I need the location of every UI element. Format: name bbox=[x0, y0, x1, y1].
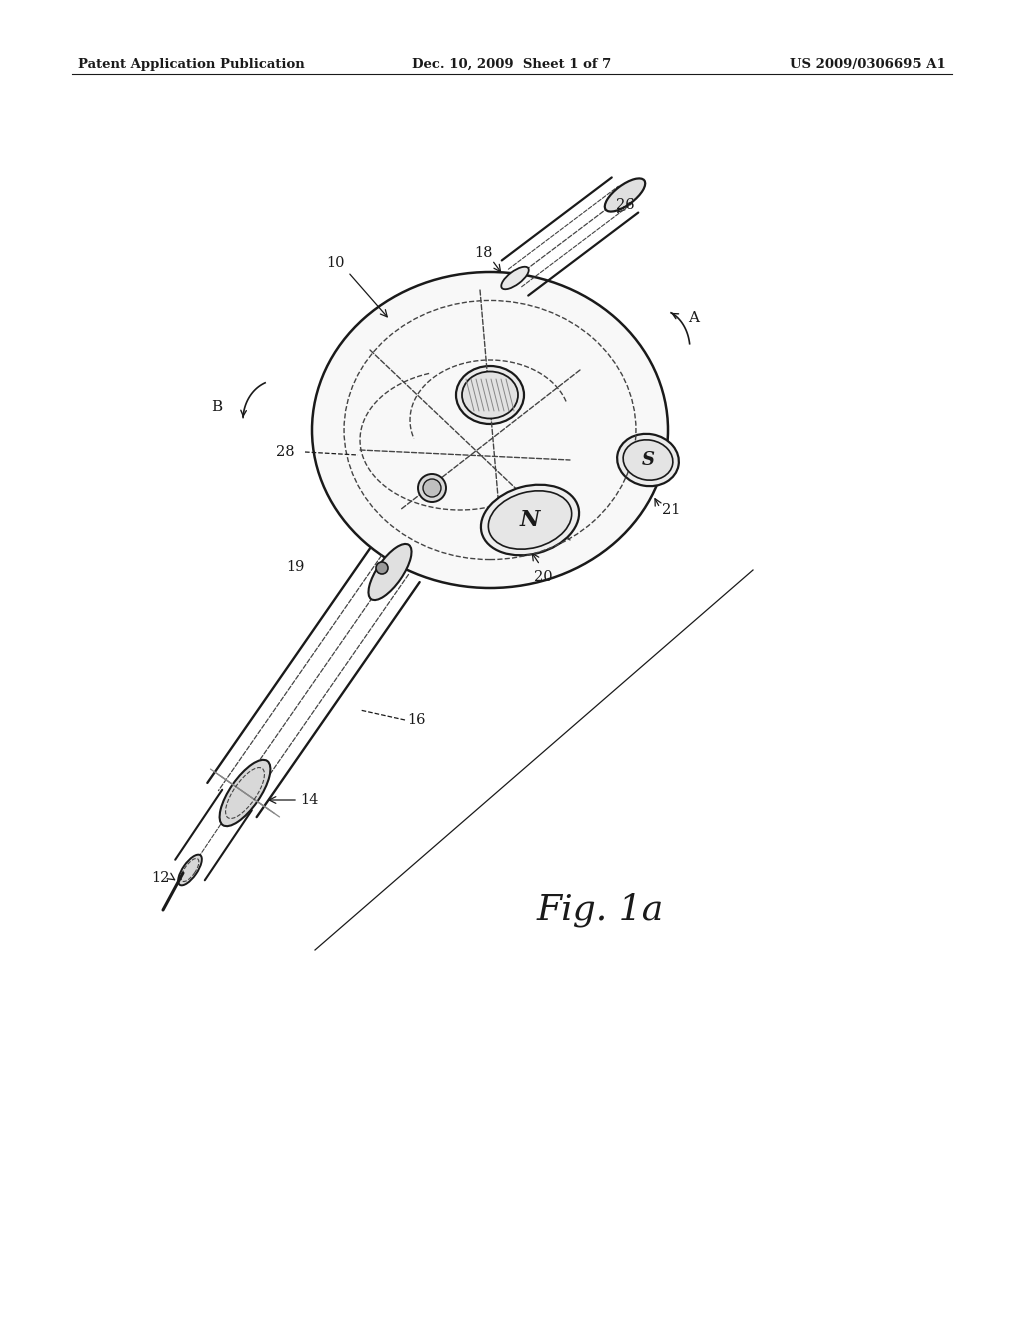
Text: 12: 12 bbox=[152, 871, 170, 884]
Text: 20: 20 bbox=[534, 570, 552, 583]
Text: 19: 19 bbox=[287, 560, 305, 574]
Text: 28: 28 bbox=[276, 445, 295, 459]
Ellipse shape bbox=[219, 760, 270, 826]
Circle shape bbox=[423, 479, 441, 498]
Ellipse shape bbox=[617, 434, 679, 486]
Text: 14: 14 bbox=[300, 793, 318, 807]
Text: A: A bbox=[688, 312, 699, 325]
Ellipse shape bbox=[462, 371, 518, 418]
Ellipse shape bbox=[605, 178, 645, 211]
Ellipse shape bbox=[488, 491, 571, 549]
Text: 21: 21 bbox=[662, 503, 680, 517]
Text: 16: 16 bbox=[407, 713, 426, 727]
Text: Patent Application Publication: Patent Application Publication bbox=[78, 58, 305, 71]
Ellipse shape bbox=[178, 854, 202, 886]
Text: N: N bbox=[520, 510, 541, 531]
Ellipse shape bbox=[481, 484, 580, 556]
Ellipse shape bbox=[456, 366, 524, 424]
Text: S: S bbox=[641, 451, 654, 469]
Text: 10: 10 bbox=[327, 256, 345, 271]
Text: Dec. 10, 2009  Sheet 1 of 7: Dec. 10, 2009 Sheet 1 of 7 bbox=[413, 58, 611, 71]
Text: 18: 18 bbox=[475, 246, 494, 260]
Text: 26: 26 bbox=[615, 198, 634, 213]
Circle shape bbox=[376, 562, 388, 574]
Ellipse shape bbox=[501, 267, 528, 289]
Text: B: B bbox=[211, 400, 222, 414]
Ellipse shape bbox=[624, 440, 673, 480]
Ellipse shape bbox=[369, 544, 412, 601]
Ellipse shape bbox=[312, 272, 668, 587]
Text: Fig. 1a: Fig. 1a bbox=[537, 892, 664, 927]
Circle shape bbox=[418, 474, 446, 502]
Text: US 2009/0306695 A1: US 2009/0306695 A1 bbox=[791, 58, 946, 71]
